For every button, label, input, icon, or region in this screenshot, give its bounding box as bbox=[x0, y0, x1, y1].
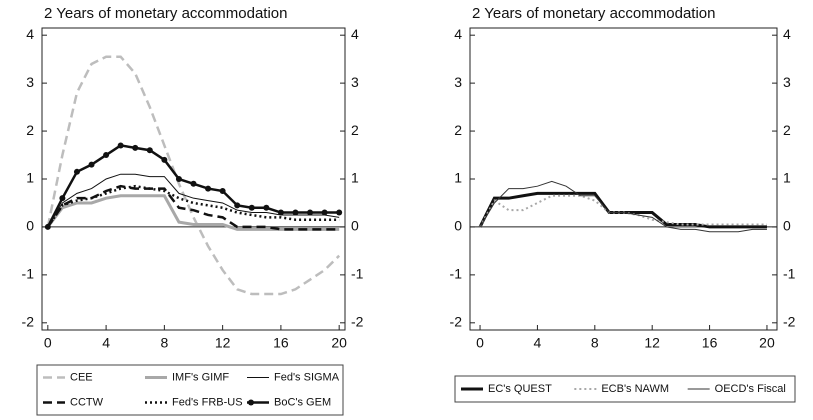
x-tick-label: 16 bbox=[702, 335, 718, 351]
series-line bbox=[46, 184, 340, 228]
y2-tick-label: 1 bbox=[783, 170, 791, 186]
x-tick-label: 20 bbox=[331, 335, 347, 351]
x-tick-label: 4 bbox=[534, 335, 542, 351]
series-marker bbox=[44, 223, 51, 230]
x-tick-label: 16 bbox=[273, 335, 289, 351]
y-tick-label: 3 bbox=[454, 74, 462, 90]
series-marker bbox=[277, 209, 284, 216]
x-tick-label: 4 bbox=[102, 335, 110, 351]
y2-tick-label: 2 bbox=[351, 122, 359, 138]
y-tick-label: 1 bbox=[454, 170, 462, 186]
chart-title: 2 Years of monetary accommodation bbox=[472, 5, 715, 22]
series-marker bbox=[248, 204, 255, 211]
legend-label: CEE bbox=[70, 371, 93, 383]
y2-tick-label: 1 bbox=[351, 170, 359, 186]
y-tick-label: 0 bbox=[26, 218, 34, 234]
series-marker bbox=[336, 209, 343, 216]
series-marker bbox=[117, 142, 124, 149]
series-marker bbox=[59, 195, 66, 202]
series-marker bbox=[234, 202, 241, 209]
legend-label: IMF's GIMF bbox=[172, 371, 229, 383]
x-tick-label: 0 bbox=[44, 335, 52, 351]
x-tick-label: 0 bbox=[476, 335, 484, 351]
series-marker bbox=[73, 168, 80, 175]
y2-tick-label: 4 bbox=[351, 26, 359, 42]
series-marker bbox=[103, 152, 110, 159]
y-tick-label: 2 bbox=[26, 122, 34, 138]
series-marker bbox=[132, 144, 139, 151]
y-tick-label: 0 bbox=[454, 218, 462, 234]
y-tick-label: 4 bbox=[454, 26, 462, 42]
series-marker bbox=[190, 180, 197, 187]
series-marker bbox=[161, 156, 168, 163]
y2-tick-label: -1 bbox=[351, 266, 364, 282]
x-tick-label: 20 bbox=[759, 335, 775, 351]
y-tick-label: 3 bbox=[26, 74, 34, 90]
series-marker bbox=[263, 204, 270, 211]
y2-tick-label: 0 bbox=[351, 218, 359, 234]
legend-box bbox=[454, 375, 796, 403]
y-tick-label: 1 bbox=[26, 170, 34, 186]
y-tick-label: -1 bbox=[22, 266, 35, 282]
series-marker bbox=[88, 161, 95, 168]
y2-tick-label: 3 bbox=[351, 74, 359, 90]
y-tick-label: 4 bbox=[26, 26, 34, 42]
legend-label: OECD's Fiscal bbox=[715, 383, 786, 395]
legend-marker bbox=[248, 399, 254, 406]
x-tick-label: 8 bbox=[591, 335, 599, 351]
legend-box bbox=[36, 364, 344, 416]
series-line bbox=[46, 184, 340, 231]
x-tick-label: 8 bbox=[160, 335, 168, 351]
y2-tick-label: -2 bbox=[783, 314, 796, 330]
series-line bbox=[479, 180, 767, 233]
y2-tick-label: 2 bbox=[783, 122, 791, 138]
legend-label: ECB's NAWM bbox=[601, 383, 669, 395]
y2-tick-label: -2 bbox=[351, 314, 364, 330]
x-tick-label: 12 bbox=[215, 335, 231, 351]
legend-label: CCTW bbox=[70, 396, 104, 408]
legend-label: BoC's GEM bbox=[274, 396, 331, 408]
chart-title: 2 Years of monetary accommodation bbox=[44, 5, 287, 22]
series-marker bbox=[205, 185, 212, 192]
x-tick-label: 12 bbox=[644, 335, 660, 351]
plot-frame bbox=[469, 27, 778, 331]
series-marker bbox=[321, 209, 328, 216]
series-marker bbox=[175, 176, 182, 182]
series-line bbox=[47, 173, 340, 228]
series-marker bbox=[292, 209, 299, 216]
legend-label: Fed's SIGMA bbox=[274, 371, 340, 383]
legend-label: Fed's FRB-US bbox=[172, 396, 243, 408]
y2-tick-label: -1 bbox=[783, 266, 796, 282]
y-tick-label: 2 bbox=[454, 122, 462, 138]
series-marker bbox=[307, 209, 314, 216]
y-tick-label: -2 bbox=[450, 314, 463, 330]
legend-label: EC's QUEST bbox=[488, 383, 552, 395]
series-marker bbox=[219, 187, 226, 194]
series-line bbox=[46, 55, 341, 296]
y2-tick-label: 0 bbox=[783, 218, 791, 234]
y-tick-label: -2 bbox=[22, 314, 35, 330]
series-marker bbox=[146, 147, 153, 154]
y-tick-label: -1 bbox=[450, 266, 463, 282]
y2-tick-label: 3 bbox=[783, 74, 791, 90]
y2-tick-label: 4 bbox=[783, 26, 791, 42]
